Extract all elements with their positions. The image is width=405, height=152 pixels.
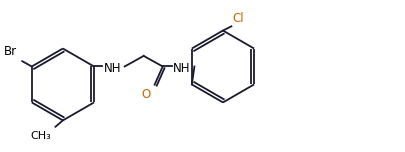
Text: O: O [142,88,151,101]
Text: NH: NH [173,62,191,75]
Text: Cl: Cl [232,12,244,25]
Text: Br: Br [4,45,17,58]
Text: CH₃: CH₃ [30,131,51,141]
Text: NH: NH [104,62,121,75]
